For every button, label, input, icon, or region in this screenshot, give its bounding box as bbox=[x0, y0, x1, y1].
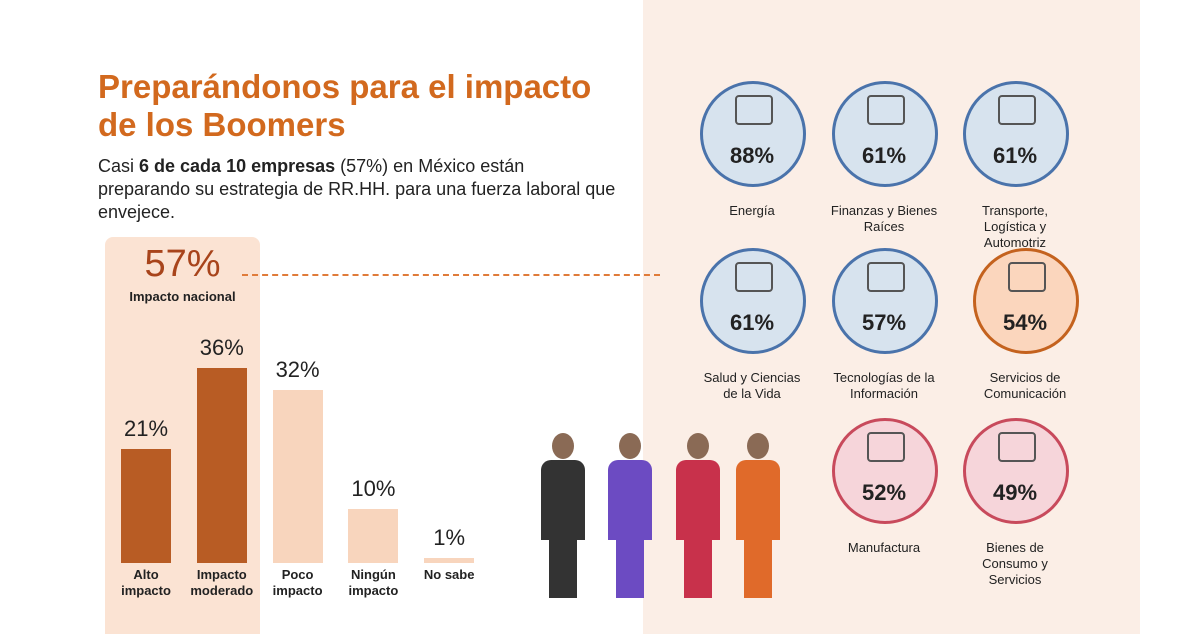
subtitle-part: (57%) en México están preparando su estr… bbox=[98, 156, 616, 222]
subtitle-part: Casi bbox=[98, 156, 140, 176]
person-head bbox=[747, 433, 769, 459]
category-label: Poco impacto bbox=[272, 567, 323, 598]
sector-value: 52% bbox=[861, 480, 907, 505]
value-label: 1% bbox=[433, 524, 466, 550]
sector-value: 49% bbox=[992, 480, 1038, 505]
person-body bbox=[676, 460, 720, 540]
value-label: 36% bbox=[199, 334, 244, 360]
person-body bbox=[736, 460, 780, 540]
sector-value: 88% bbox=[729, 143, 775, 168]
bar bbox=[196, 367, 247, 563]
value-label: 32% bbox=[275, 356, 320, 382]
person-head bbox=[619, 433, 641, 459]
sector-value: 61% bbox=[992, 143, 1038, 168]
bar bbox=[121, 449, 171, 563]
sector-icon bbox=[867, 432, 905, 462]
sector-circle bbox=[832, 418, 938, 524]
category-label: Impacto moderado bbox=[190, 567, 254, 598]
sector-name: Manufactura bbox=[847, 540, 921, 555]
sector-name: Energía bbox=[729, 203, 775, 218]
person-legs bbox=[616, 538, 644, 598]
sector-value: 54% bbox=[1002, 310, 1048, 335]
national-value: 57% bbox=[144, 243, 221, 285]
connector bbox=[242, 274, 660, 276]
value-label: 21% bbox=[123, 416, 169, 442]
sector-icon bbox=[867, 262, 905, 292]
sector-name: Finanzas y Bienes Raíces bbox=[830, 203, 938, 234]
title: Preparándonos para el impacto de los Boo… bbox=[98, 68, 592, 143]
person-legs bbox=[684, 538, 712, 598]
sector-name: Salud y Ciencias de la Vida bbox=[703, 370, 801, 401]
national-caption: Impacto nacional bbox=[129, 289, 236, 304]
bar bbox=[272, 389, 323, 563]
category-label: No sabe bbox=[423, 567, 475, 582]
bar bbox=[424, 557, 475, 563]
category-label: Ningún impacto bbox=[348, 567, 399, 598]
value-label: 10% bbox=[351, 475, 396, 501]
sector-icon bbox=[735, 262, 773, 292]
sector-icon bbox=[867, 95, 905, 125]
category-label: Alto impacto bbox=[121, 567, 171, 598]
person-head bbox=[552, 433, 574, 459]
sector-circle bbox=[973, 248, 1079, 354]
sector-icon bbox=[998, 432, 1036, 462]
sector-value: 61% bbox=[729, 310, 775, 335]
sector-circle bbox=[700, 248, 806, 354]
sector-icon bbox=[735, 95, 773, 125]
sector-icon bbox=[1008, 262, 1046, 292]
sector-icon bbox=[998, 95, 1036, 125]
sector-value: 61% bbox=[861, 143, 907, 168]
subtitle-part: 6 de cada 10 empresas bbox=[139, 156, 336, 176]
sector-circle bbox=[832, 248, 938, 354]
person-body bbox=[608, 460, 652, 540]
sector-value: 57% bbox=[861, 310, 907, 335]
subtitle: Casi 6 de cada 10 empresas (57%) en Méxi… bbox=[98, 155, 618, 224]
person-body bbox=[541, 460, 585, 540]
sector-name: Transporte, Logística y Automotriz bbox=[982, 203, 1048, 250]
sector-circle bbox=[832, 81, 938, 187]
person-legs bbox=[549, 538, 577, 598]
sector-circle bbox=[963, 81, 1069, 187]
bar bbox=[348, 508, 399, 563]
sector-circle bbox=[963, 418, 1069, 524]
sector-name: Bienes de Consumo y Servicios bbox=[982, 540, 1048, 587]
sector-name: Servicios de Comunicación bbox=[983, 370, 1067, 401]
person-legs bbox=[744, 538, 772, 598]
sector-name: Tecnologías de la Información bbox=[833, 370, 935, 401]
person-head bbox=[687, 433, 709, 459]
sector-circle bbox=[700, 81, 806, 187]
